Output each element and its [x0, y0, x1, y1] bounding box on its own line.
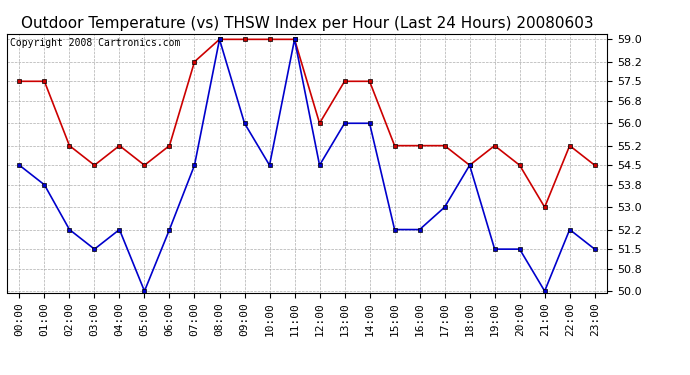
- Title: Outdoor Temperature (vs) THSW Index per Hour (Last 24 Hours) 20080603: Outdoor Temperature (vs) THSW Index per …: [21, 16, 593, 31]
- Text: Copyright 2008 Cartronics.com: Copyright 2008 Cartronics.com: [10, 38, 180, 48]
